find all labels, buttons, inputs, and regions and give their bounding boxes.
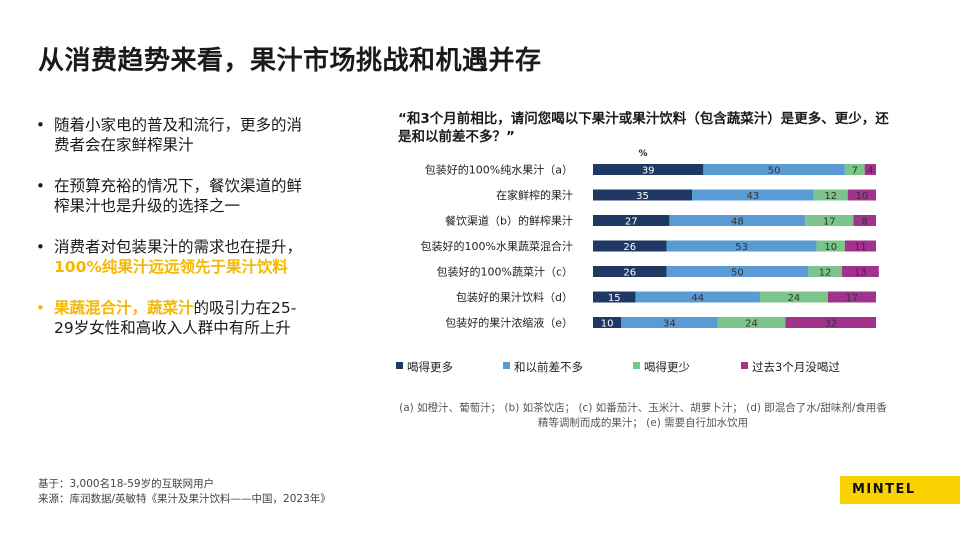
data-label: 39 (642, 166, 655, 177)
data-label: 50 (731, 268, 744, 279)
bullet-item: 果蔬混合汁，蔬菜汁的吸引力在25-29岁女性和高收入人群中有所上升 (36, 298, 306, 338)
data-label: 10 (855, 191, 868, 202)
bar-segment (853, 215, 876, 226)
legend-label: 和以前差不多 (514, 360, 583, 374)
bullet-list: 随着小家电的普及和流行，更多的消费者会在家鲜榨果汁 在预算充裕的情况下，餐饮渠道… (36, 115, 306, 359)
bar-segment (842, 266, 879, 277)
category-label: 包装好的100%水果蔬菜混合汁 (421, 239, 573, 253)
bar-segment (593, 215, 670, 226)
data-label: 4 (867, 166, 873, 177)
bar-segment (759, 291, 828, 303)
legend-label: 喝得更少 (644, 360, 690, 374)
legend-swatch (396, 362, 403, 369)
bar-segment (593, 317, 622, 328)
bullet-item: 随着小家电的普及和流行，更多的消费者会在家鲜榨果汁 (36, 115, 306, 155)
data-label: 32 (824, 319, 837, 330)
bar-segment (805, 215, 854, 226)
data-label: 48 (731, 217, 744, 228)
data-label: 10 (601, 319, 614, 330)
bar-segment (635, 291, 760, 303)
legend-label: 喝得更多 (407, 360, 453, 374)
data-label: 13 (854, 268, 867, 279)
logo-text: MINTEL (852, 482, 916, 497)
unit-label: % (638, 149, 647, 159)
bar-segment (593, 266, 667, 277)
data-label: 15 (608, 293, 621, 304)
chart-footnote: (a) 如橙汁、葡萄汁； (b) 如茶饮店； (c) 如番茄汁、玉米汁、胡萝卜汁… (399, 402, 887, 429)
bar-segment (827, 291, 876, 303)
bullet-text: 消费者对包装果汁的需求也在提升， (54, 238, 303, 256)
bar-segment (816, 240, 845, 252)
data-label: 44 (691, 293, 704, 304)
data-label: 35 (636, 191, 649, 202)
base-note: 基于：3,000名18-59岁的互联网用户 (38, 478, 215, 490)
data-label: 12 (824, 191, 837, 202)
bar-segment (808, 266, 843, 277)
data-label: 8 (861, 217, 867, 228)
stacked-bar-chart: % 包装好的100%纯水果汁（a） 39 50 7 4 在家鲜榨的果汁 35 43 12 10 餐饮渠… (396, 149, 879, 374)
data-label: 26 (623, 242, 636, 253)
bar-segment (864, 164, 876, 175)
bullet-text: 随着小家电的普及和流行，更多的消费者会在家鲜榨果汁 (54, 116, 303, 154)
bar-segment (621, 317, 718, 328)
bar-segment (666, 240, 817, 252)
bullet-text: 在预算充裕的情况下，餐饮渠道的鲜榨果汁也是升级的选择之一 (54, 177, 303, 215)
data-label: 7 (852, 166, 858, 177)
legend-swatch (503, 362, 510, 369)
category-label: 包装好的果汁浓缩液（e） (445, 316, 573, 330)
bullet-item: 消费者对包装果汁的需求也在提升， 100%纯果汁远远领先于果汁饮料 (36, 237, 306, 277)
data-label: 27 (625, 217, 638, 228)
category-label: 在家鲜榨的果汁 (496, 188, 573, 202)
data-label: 17 (823, 217, 836, 228)
survey-question: “和3个月前相比，请问您喝以下果汁或果汁饮料（包含蔬菜汁）是更多、更少，还是和以… (398, 111, 889, 145)
page-title: 从消费趋势来看，果汁市场挑战和机遇并存 (38, 46, 542, 76)
bullet-item: 在预算充裕的情况下，餐饮渠道的鲜榨果汁也是升级的选择之一 (36, 176, 306, 216)
data-label: 43 (747, 191, 760, 202)
bar-segment (813, 189, 848, 201)
bar-segment (593, 164, 704, 175)
bullet-highlight: 100%纯果汁远远领先于果汁饮料 (54, 258, 288, 276)
data-label: 11 (854, 242, 867, 253)
legend-swatch (741, 362, 748, 369)
bar-segment (844, 240, 876, 252)
bar-segment (692, 189, 814, 201)
bar-segment (593, 189, 693, 201)
category-label: 包装好的100%纯水果汁（a） (425, 163, 573, 177)
bullet-separator: ， (131, 299, 148, 317)
bar-segment (669, 215, 806, 226)
data-label: 24 (745, 319, 758, 330)
data-label: 34 (663, 319, 676, 330)
source-notes: 基于：3,000名18-59岁的互联网用户 来源：库润数据/英敏特《果汁及果汁饮… (38, 477, 331, 507)
data-label: 10 (824, 242, 837, 253)
bullet-text: 的吸引力在25-29岁女性和高收入人群中有所上升 (54, 299, 297, 337)
data-label: 24 (788, 293, 801, 304)
data-label: 50 (768, 166, 781, 177)
bar-segment (593, 240, 667, 252)
category-label: 餐饮渠道（b）的鲜榨果汁 (445, 214, 573, 228)
mintel-logo: MINTEL (840, 476, 960, 504)
bar-segment (717, 317, 786, 328)
bullet-highlight: 果蔬混合汁 (54, 299, 132, 317)
bullet-highlight: 蔬菜汁 (147, 299, 194, 317)
bar-segment (844, 164, 865, 175)
bar-segment (847, 189, 876, 201)
data-label: 17 (846, 293, 859, 304)
legend-swatch (633, 362, 640, 369)
bar-segment (703, 164, 845, 175)
category-label: 包装好的100%蔬菜汁（c） (437, 265, 574, 279)
data-label: 26 (623, 268, 636, 279)
bar-segment (785, 317, 876, 328)
data-label: 53 (735, 242, 748, 253)
bar-segment (593, 291, 636, 303)
data-label: 12 (819, 268, 832, 279)
legend-label: 过去3个月没喝过 (752, 360, 840, 374)
bar-segment (666, 266, 809, 277)
category-label: 包装好的果汁饮料（d） (456, 290, 573, 304)
source-note: 来源：库润数据/英敏特《果汁及果汁饮料——中国，2023年》 (38, 493, 331, 505)
